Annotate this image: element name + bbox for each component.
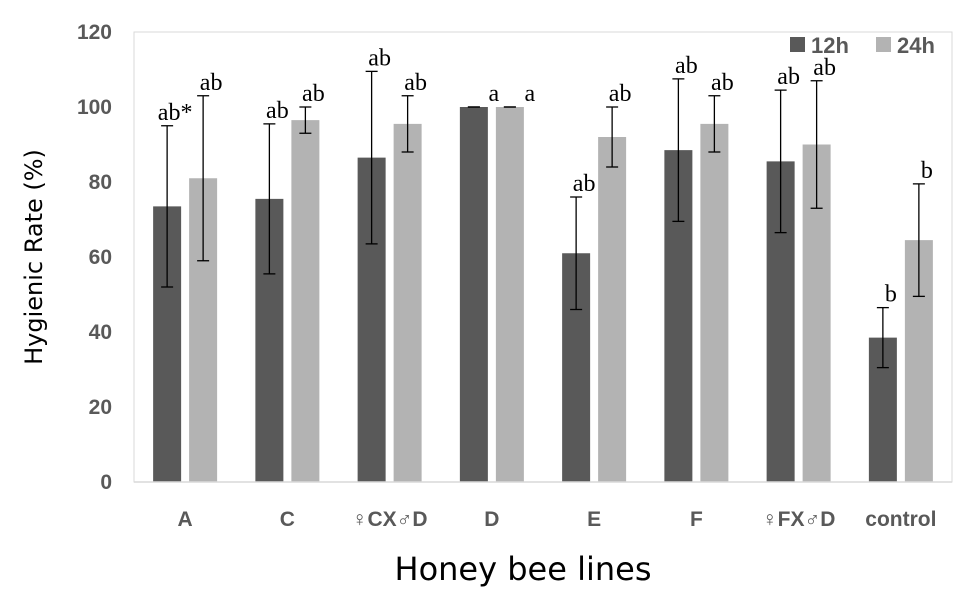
x-category-label: F (690, 508, 703, 531)
y-tick-label: 40 (89, 321, 112, 344)
significance-label: ab (609, 81, 632, 107)
x-category-label: D (484, 508, 499, 531)
significance-label: ab (404, 70, 427, 96)
significance-label: ab (302, 81, 325, 107)
x-category-label: ♀FX♂D (762, 508, 836, 531)
x-category-label: A (178, 508, 193, 531)
error-bar (401, 95, 414, 153)
legend-label: 24h (897, 33, 935, 58)
error-bar (912, 183, 925, 298)
y-tick-label: 120 (77, 21, 112, 44)
error-bar (606, 106, 619, 168)
significance-label: ab (266, 98, 289, 124)
y-axis-title: Hygienic Rate (%) (20, 149, 48, 365)
bar-12h-3 (459, 107, 488, 482)
error-bar (365, 70, 378, 245)
bar-24h-2 (393, 123, 422, 482)
y-tick-label: 20 (89, 396, 112, 419)
x-category-label: C (280, 508, 295, 531)
error-bar (161, 125, 174, 288)
error-bar (299, 106, 312, 134)
error-bar (197, 95, 210, 262)
legend-label: 12h (811, 33, 849, 58)
y-axis-ticks: 0 20 40 60 80 100 120 (77, 21, 112, 494)
error-bar (810, 80, 823, 209)
legend-swatch (876, 37, 891, 52)
error-bar (774, 89, 787, 234)
error-bar (672, 78, 685, 223)
significance-label: ab (368, 45, 391, 71)
x-category-label: ♀CX♂D (352, 508, 428, 531)
bar-24h-4 (598, 137, 627, 482)
error-bar (876, 306, 889, 369)
significance-label: ab (675, 53, 698, 79)
bars (153, 107, 933, 482)
significance-label: b (885, 282, 897, 308)
y-tick-label: 0 (100, 471, 112, 494)
legend-swatch (790, 37, 805, 52)
significance-label: ab (777, 64, 800, 90)
x-category-label: control (865, 508, 936, 531)
error-bar (708, 95, 721, 153)
x-axis-categories: A C ♀CX♂D D E F ♀FX♂D control (178, 508, 937, 531)
bar-24h-3 (495, 107, 524, 482)
x-category-label: E (587, 508, 601, 531)
y-tick-label: 80 (89, 171, 112, 194)
significance-label: ab (813, 55, 836, 81)
bar-24h-1 (291, 120, 320, 482)
y-tick-label: 60 (89, 246, 112, 269)
x-axis-title: Honey bee lines (395, 550, 652, 588)
y-tick-label: 100 (77, 96, 112, 119)
legend: 12h 24h (790, 33, 935, 58)
significance-label: ab (573, 171, 596, 197)
significance-label: ab (711, 70, 734, 96)
significance-label: a (489, 81, 500, 107)
error-bar (263, 123, 276, 275)
significance-label: ab* (158, 100, 193, 126)
bar-24h-5 (700, 123, 729, 482)
error-bar (570, 196, 583, 311)
significance-label: a (525, 81, 536, 107)
error-bars (161, 70, 925, 369)
significance-label: b (921, 158, 933, 184)
significance-label: ab (200, 70, 223, 96)
